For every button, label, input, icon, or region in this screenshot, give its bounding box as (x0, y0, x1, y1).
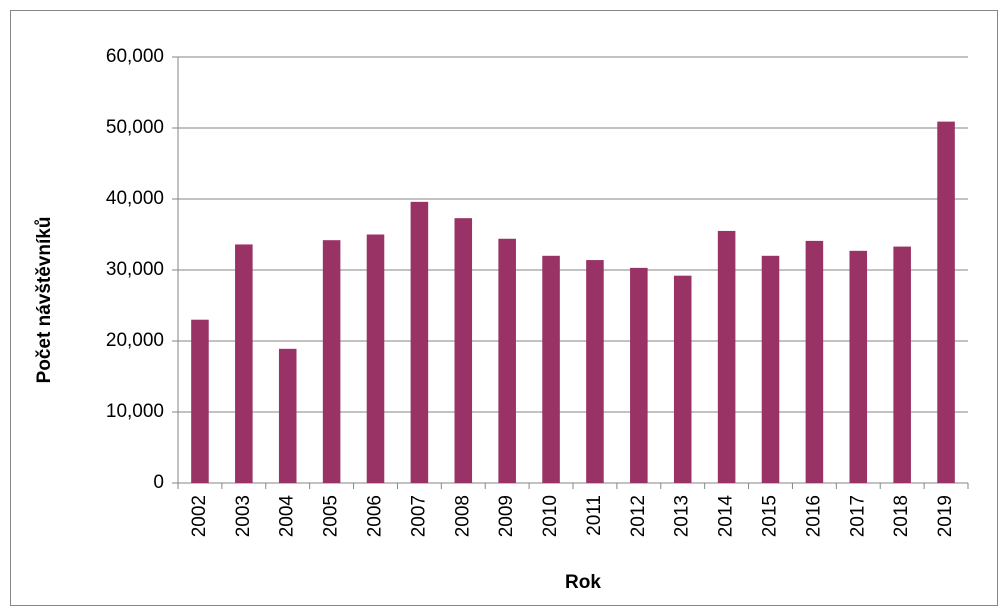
x-tick-label: 2007 (408, 495, 429, 537)
x-tick-label: 2012 (628, 495, 649, 537)
x-axis-title: Rok (565, 572, 601, 593)
y-axis-title: Počet návštěvníků (34, 217, 55, 384)
x-tick-label: 2009 (496, 495, 517, 537)
bar (805, 240, 824, 483)
bar (673, 275, 692, 483)
bar (586, 260, 604, 483)
y-tick-label: 30,000 (106, 259, 164, 280)
x-tick-label: 2013 (672, 495, 693, 537)
x-tick-label: 2004 (277, 495, 298, 538)
x-tick-label: 2019 (935, 495, 956, 537)
bar (717, 230, 736, 483)
x-tick-label: 2010 (540, 495, 561, 537)
y-tick-label: 20,000 (106, 330, 164, 351)
bar (278, 348, 297, 483)
bar (761, 255, 780, 483)
bar (322, 240, 341, 483)
bar (849, 250, 868, 483)
x-tick-label: 2005 (321, 495, 342, 537)
bar (630, 267, 648, 483)
bar (498, 238, 516, 483)
x-tick-label: 2017 (847, 495, 868, 537)
bar (235, 244, 253, 483)
bar (366, 234, 385, 483)
y-tick-label: 40,000 (106, 188, 164, 209)
bar (542, 255, 560, 483)
x-tick-label: 2015 (760, 495, 781, 537)
x-tick-label: 2003 (233, 495, 254, 537)
bar (191, 319, 209, 483)
x-tick-label: 2018 (891, 495, 912, 537)
bar (893, 246, 911, 483)
x-tick-label: 2008 (452, 495, 473, 537)
x-tick-label: 2014 (716, 495, 737, 538)
y-tick-label: 60,000 (106, 46, 164, 67)
bar (937, 121, 955, 484)
y-tick-label: 50,000 (106, 117, 164, 138)
x-tick-label: 2002 (189, 495, 210, 537)
y-tick-label: 10,000 (106, 401, 164, 422)
x-tick-label: 2006 (365, 495, 386, 537)
x-tick-label: 2011 (584, 495, 605, 536)
bar (454, 218, 473, 484)
bar (410, 201, 429, 483)
x-tick-label: 2016 (803, 495, 824, 537)
y-tick-label: 0 (153, 472, 164, 493)
